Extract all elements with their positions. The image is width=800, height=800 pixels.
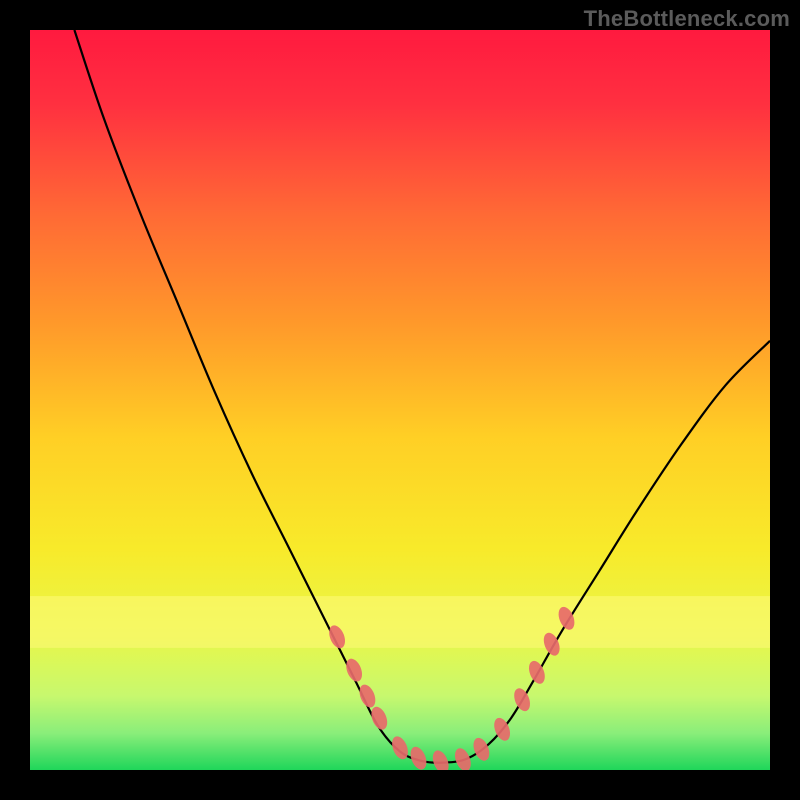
watermark-text: TheBottleneck.com xyxy=(584,6,790,32)
chart-svg xyxy=(0,0,800,800)
chart-frame: TheBottleneck.com xyxy=(0,0,800,800)
highlight-band xyxy=(30,596,770,648)
plot-background xyxy=(30,30,770,770)
